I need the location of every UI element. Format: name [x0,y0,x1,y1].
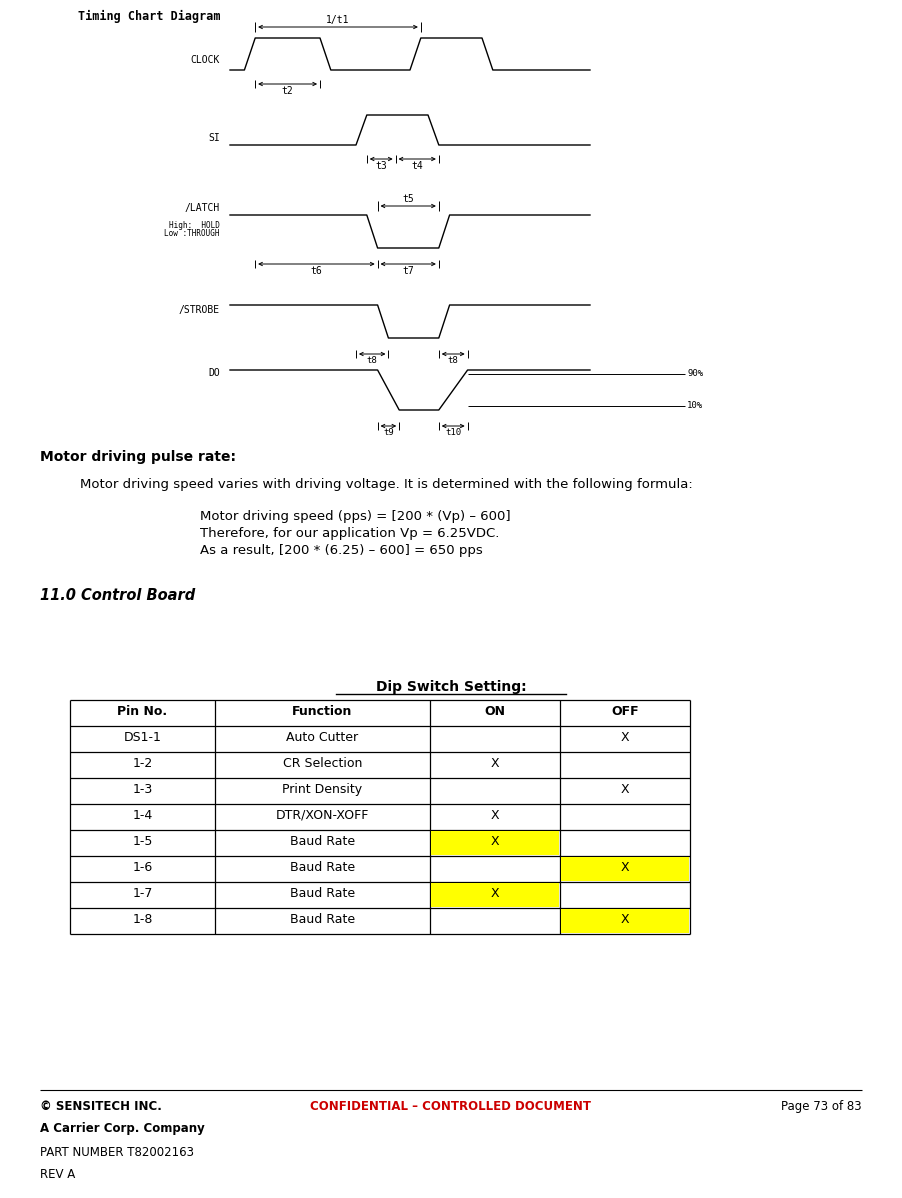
Text: t10: t10 [446,428,461,437]
Text: A Carrier Corp. Company: A Carrier Corp. Company [40,1123,205,1135]
Text: Dip Switch Setting:: Dip Switch Setting: [376,680,526,694]
Text: Timing Chart Diagram: Timing Chart Diagram [78,10,220,23]
Text: ON: ON [484,704,505,718]
Text: X: X [491,887,500,900]
Text: t4: t4 [411,161,423,171]
Text: CR Selection: CR Selection [283,757,363,770]
Text: 1-8: 1-8 [133,913,152,926]
Text: © SENSITECH INC.: © SENSITECH INC. [40,1100,161,1113]
Text: X: X [491,835,500,848]
Text: High:  HOLD: High: HOLD [170,220,220,230]
Text: X: X [621,783,630,795]
Text: 1-4: 1-4 [133,809,152,822]
Text: CLOCK: CLOCK [190,55,220,65]
Text: Baud Rate: Baud Rate [290,887,355,900]
Text: X: X [621,731,630,744]
Bar [561,909,689,933]
Text: Motor driving speed varies with driving voltage. It is determined with the follo: Motor driving speed varies with driving … [80,478,693,491]
Text: Motor driving pulse rate:: Motor driving pulse rate: [40,450,236,464]
Text: OFF: OFF [612,704,639,718]
Text: 1-7: 1-7 [133,887,152,900]
Text: PART NUMBER T82002163: PART NUMBER T82002163 [40,1146,194,1158]
Text: Motor driving speed (pps) = [200 * (Vp) – 600]: Motor driving speed (pps) = [200 * (Vp) … [200,510,511,524]
Text: 1-5: 1-5 [133,835,152,848]
Text: t5: t5 [402,194,414,204]
Text: DTR/XON-XOFF: DTR/XON-XOFF [276,809,369,822]
Text: CONFIDENTIAL – CONTROLLED DOCUMENT: CONFIDENTIAL – CONTROLLED DOCUMENT [310,1100,592,1113]
Text: 1-2: 1-2 [133,757,152,770]
Text: Page 73 of 83: Page 73 of 83 [781,1100,862,1113]
Text: t7: t7 [402,266,414,276]
Text: t2: t2 [281,86,293,96]
Text: 10%: 10% [687,401,704,411]
Text: Baud Rate: Baud Rate [290,835,355,848]
Text: Pin No.: Pin No. [117,704,168,718]
Bar [561,857,689,881]
Text: Auto Cutter: Auto Cutter [287,731,359,744]
Text: 1-6: 1-6 [133,861,152,875]
Text: Function: Function [292,704,353,718]
Text: As a result, [200 * (6.25) – 600] = 650 pps: As a result, [200 * (6.25) – 600] = 650 … [200,544,483,557]
Text: t6: t6 [310,266,322,276]
Text: t8: t8 [367,356,378,365]
Text: 11.0 Control Board: 11.0 Control Board [40,588,195,603]
Text: Baud Rate: Baud Rate [290,861,355,875]
Text: SI: SI [208,133,220,143]
Text: X: X [491,809,500,822]
Text: 90%: 90% [687,369,704,379]
Text: DO: DO [208,368,220,379]
Text: t8: t8 [447,356,458,365]
Text: DS1-1: DS1-1 [124,731,161,744]
Text: /STROBE: /STROBE [179,305,220,315]
Text: t3: t3 [375,161,387,171]
Text: REV A: REV A [40,1168,75,1181]
Bar [431,883,559,907]
Text: X: X [621,861,630,875]
Text: Low :THROUGH: Low :THROUGH [164,229,220,238]
Text: Print Density: Print Density [282,783,363,795]
Text: X: X [491,757,500,770]
Text: 1/t1: 1/t1 [327,16,350,25]
Bar [431,831,559,855]
Text: t9: t9 [383,428,394,437]
Text: Baud Rate: Baud Rate [290,913,355,926]
Text: Therefore, for our application Vp = 6.25VDC.: Therefore, for our application Vp = 6.25… [200,527,500,540]
Text: X: X [621,913,630,926]
Text: /LATCH: /LATCH [185,202,220,213]
Text: 1-3: 1-3 [133,783,152,795]
